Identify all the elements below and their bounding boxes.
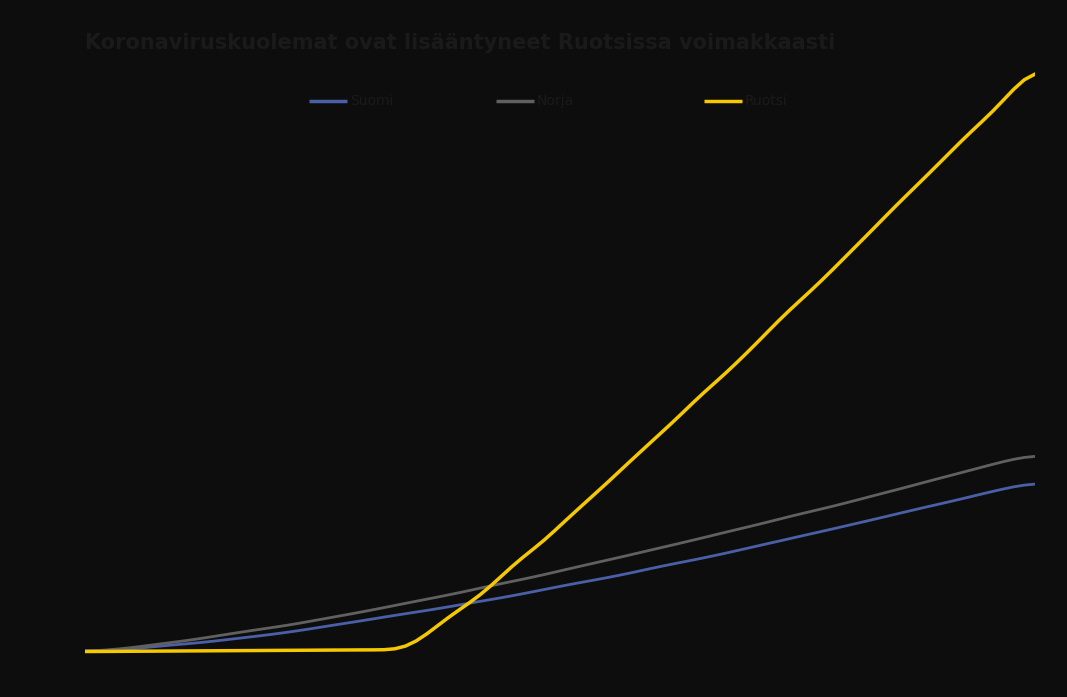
Text: Ruotsi: Ruotsi	[745, 94, 787, 108]
Text: Koronaviruskuolemat ovat lisääntyneet Ruotsissa voimakkaasti: Koronaviruskuolemat ovat lisääntyneet Ru…	[85, 33, 835, 53]
Text: Suomi: Suomi	[350, 94, 394, 108]
Text: Norja: Norja	[537, 94, 574, 108]
